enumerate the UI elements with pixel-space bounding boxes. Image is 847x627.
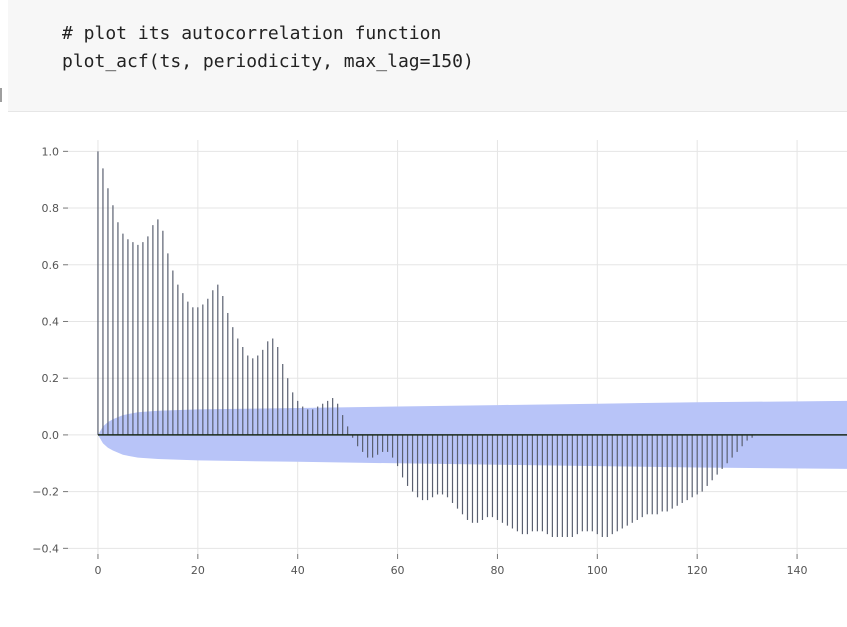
acf-stems xyxy=(97,151,753,537)
y-tick-label: −0.4 xyxy=(32,542,59,555)
y-tick-label: −0.2 xyxy=(32,486,59,499)
x-tick-label: 120 xyxy=(687,564,708,577)
y-tick-label: 0.0 xyxy=(42,429,60,442)
y-tick-label: 0.6 xyxy=(42,259,60,272)
y-tick-label: 1.0 xyxy=(42,145,60,158)
code-comment: # plot its autocorrelation function xyxy=(62,23,442,44)
y-tick-label: 0.2 xyxy=(42,372,60,385)
x-axis-ticks: 0 20 40 60 80 100 120 140 xyxy=(94,554,808,577)
x-tick-label: 100 xyxy=(587,564,608,577)
cell-marker xyxy=(0,88,2,102)
y-tick-label: 0.4 xyxy=(42,315,60,328)
acf-plot: 1.0 0.8 0.6 0.4 0.2 0.0 −0.2 −0.4 0 20 40 60 80 100 1… xyxy=(32,140,847,577)
y-tick-label: 0.8 xyxy=(42,202,60,215)
x-tick-label: 140 xyxy=(787,564,808,577)
code-call: plot_acf(ts, periodicity, max_lag=150) xyxy=(62,51,474,72)
code-cell[interactable]: # plot its autocorrelation function plot… xyxy=(8,0,847,112)
x-tick-label: 20 xyxy=(191,564,205,577)
x-tick-label: 60 xyxy=(391,564,405,577)
x-tick-label: 40 xyxy=(291,564,305,577)
code-editor[interactable]: # plot its autocorrelation function plot… xyxy=(62,20,474,76)
y-axis-ticks: 1.0 0.8 0.6 0.4 0.2 0.0 −0.2 −0.4 xyxy=(32,145,68,555)
x-tick-label: 0 xyxy=(94,564,101,577)
x-tick-label: 80 xyxy=(490,564,504,577)
